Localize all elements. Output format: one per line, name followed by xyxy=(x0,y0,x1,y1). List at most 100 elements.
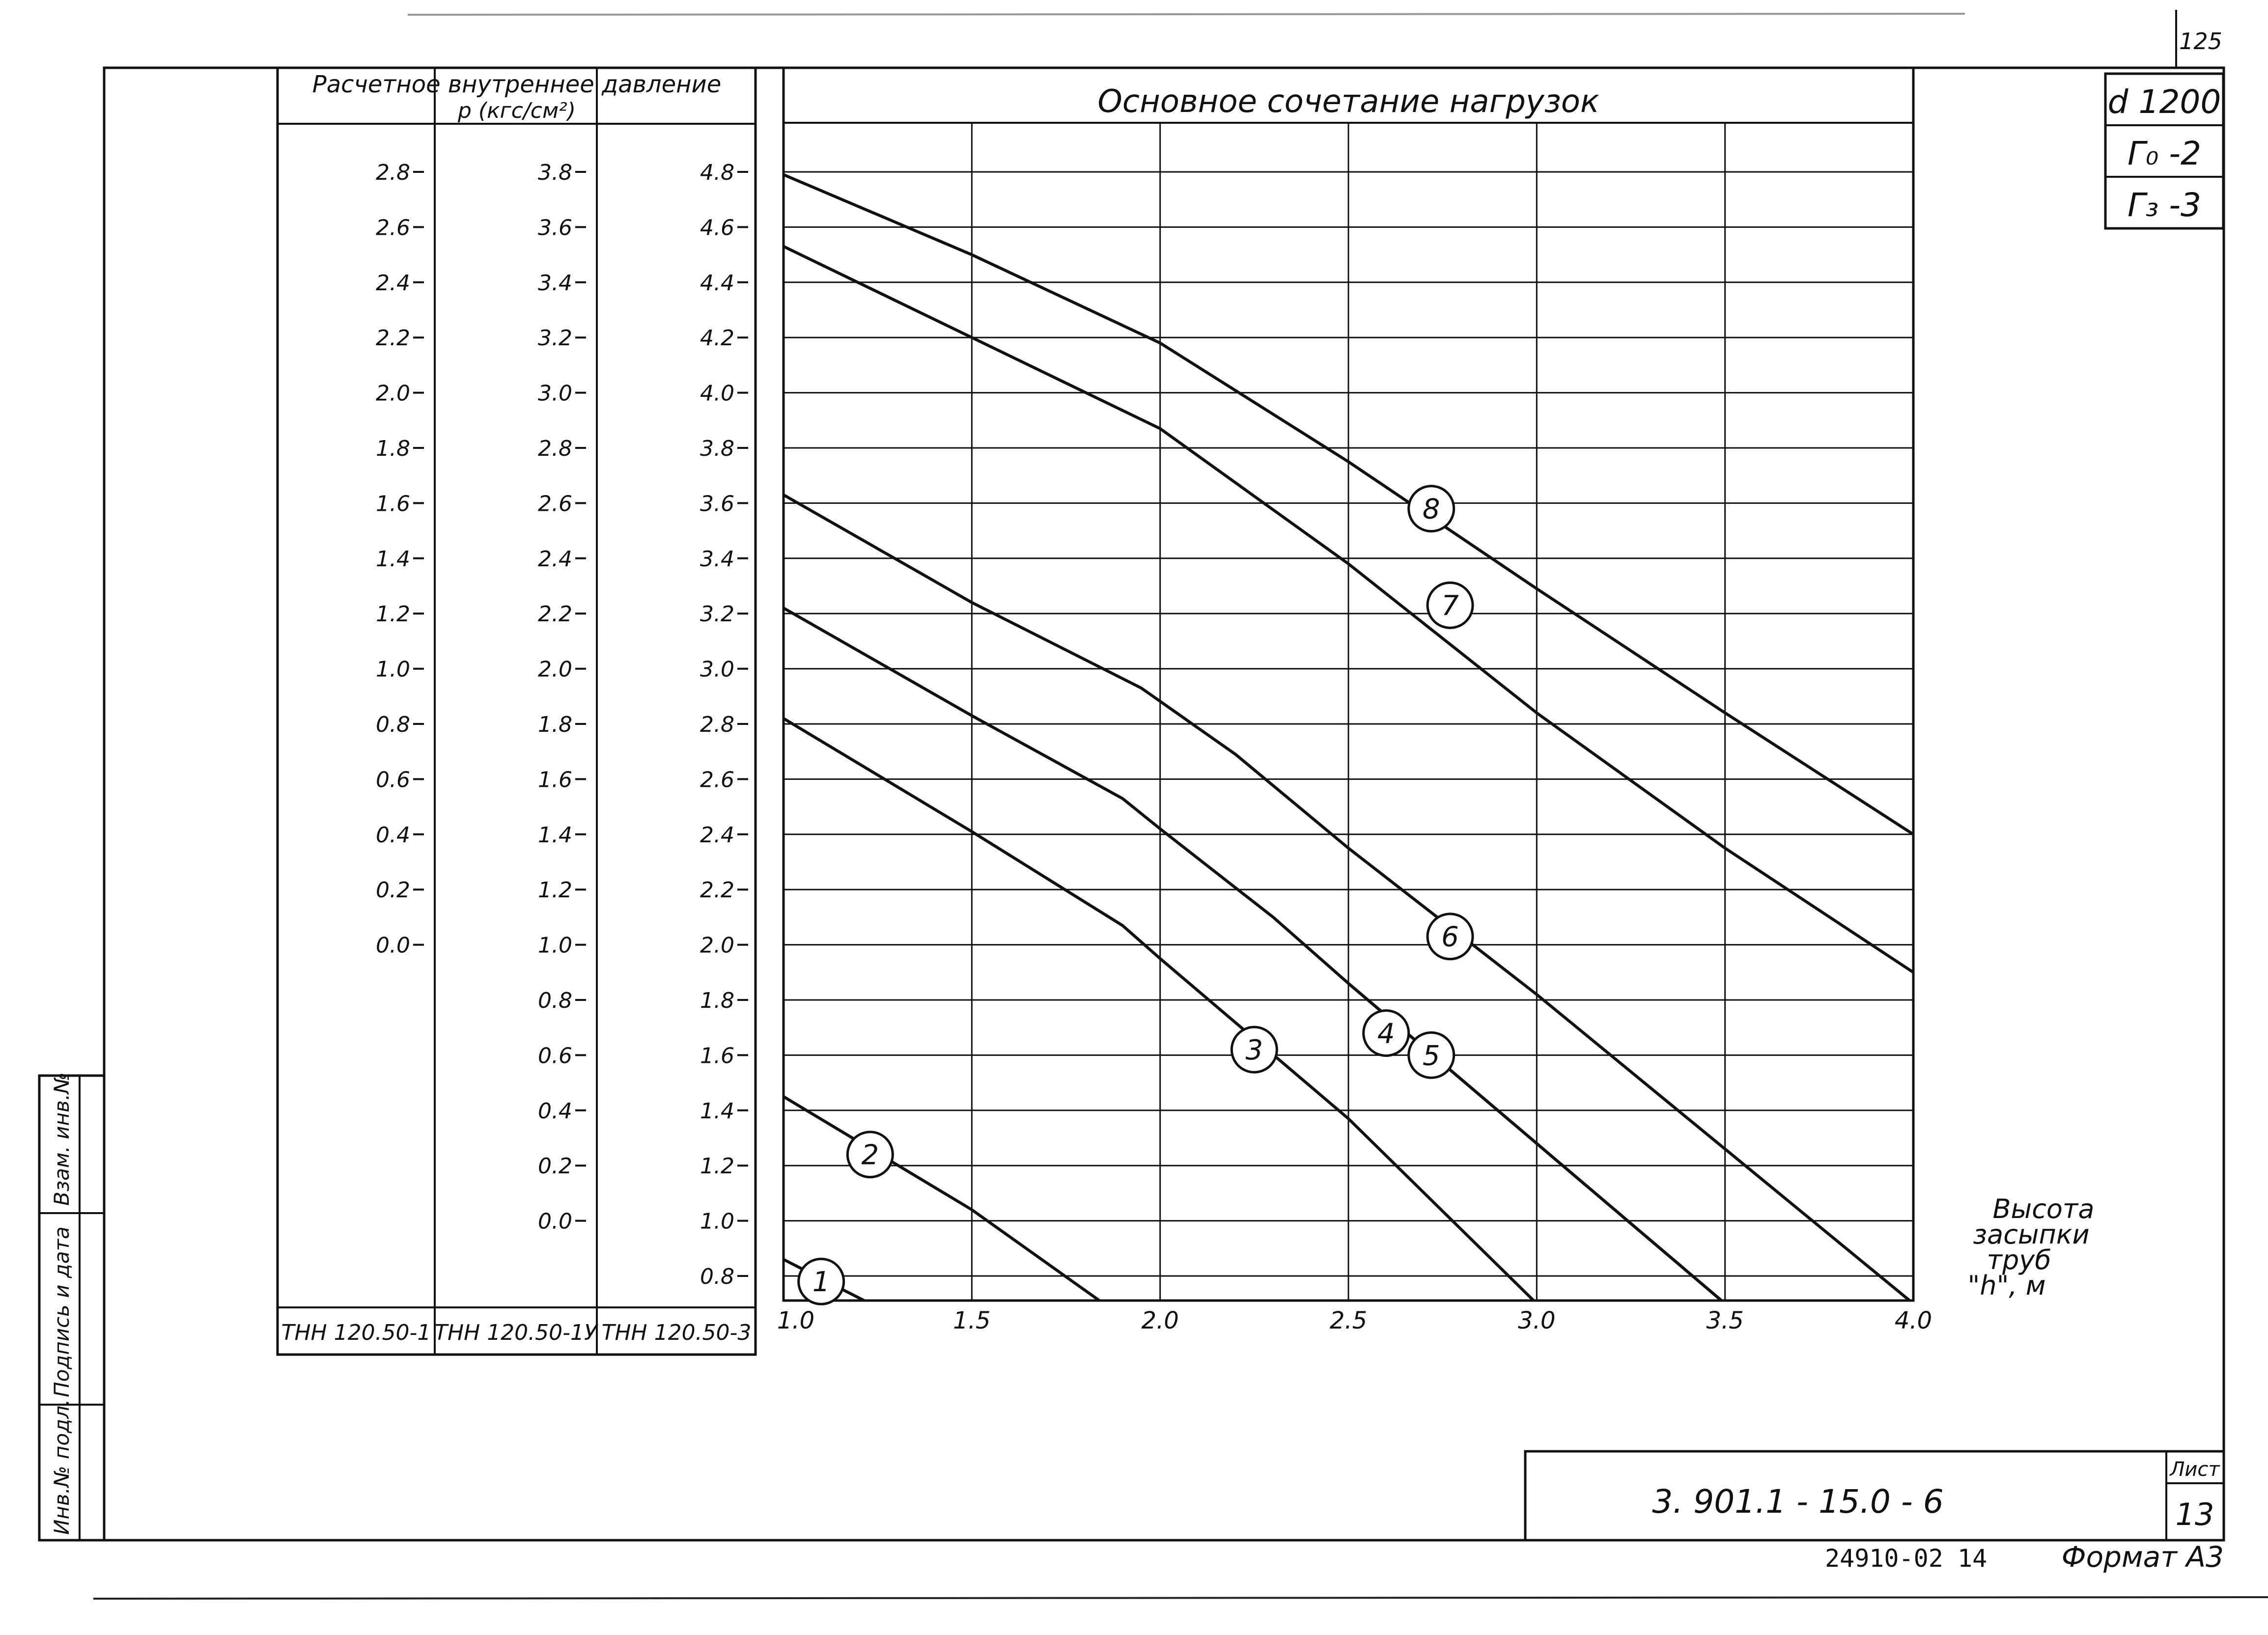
pressure-tick-label: 0.2 xyxy=(538,1154,572,1179)
pressure-tick-label: 2.0 xyxy=(538,657,572,682)
stamp-g0: Г₀ -2 xyxy=(2128,135,2201,172)
pressure-tick-label: 2.6 xyxy=(376,215,410,240)
pressure-tick-group: 2.8 2.6 2.4 2.2 2.0 1.8 1.6 1.4 1.2 1.0 0.8 0.6 0.4 0… xyxy=(376,160,748,1289)
pressure-tick-label: 4.4 xyxy=(700,271,734,296)
curve-6 xyxy=(784,493,1912,1301)
stamp-g3: Г₃ -3 xyxy=(2128,186,2201,224)
inventory-suffix: 14 xyxy=(1958,1544,1987,1573)
page-number-box xyxy=(2175,10,2223,69)
pressure-tick-label: 1.0 xyxy=(376,657,410,682)
pressure-tick-label: 2.0 xyxy=(700,933,734,958)
pressure-tick-label: 2.8 xyxy=(700,712,734,737)
pressure-tick-label: 3.4 xyxy=(538,271,572,296)
scan-edge-bottom xyxy=(93,1596,2268,1600)
curve-label-3: 3 xyxy=(1246,1034,1263,1066)
pressure-tick-label: 3.4 xyxy=(700,547,734,572)
pressure-tick-label: 2.8 xyxy=(538,436,572,461)
pressure-tick-label: 2.4 xyxy=(700,823,734,848)
pressure-tick-label: 1.0 xyxy=(538,933,572,958)
pressure-tick-label: 2.0 xyxy=(376,381,410,406)
pressure-tick-label: 2.6 xyxy=(538,491,572,516)
curve-label-6: 6 xyxy=(1441,921,1459,953)
pressure-tick-label: 1.8 xyxy=(538,712,572,737)
x-tick-label: 1.0 xyxy=(777,1307,814,1334)
pressure-tick-label: 2.6 xyxy=(700,767,734,792)
curve-8 xyxy=(784,173,1913,836)
x-tick-label: 2.0 xyxy=(1141,1307,1178,1334)
curve-marker-6 xyxy=(1426,913,1474,961)
pressure-tick-label: 1.2 xyxy=(376,602,410,627)
curve-label-2: 2 xyxy=(862,1139,879,1171)
pressure-tick-label: 1.6 xyxy=(376,491,410,516)
curve-marker-8 xyxy=(1407,485,1456,533)
page-number: 125 xyxy=(2179,28,2222,55)
curve-label-1: 1 xyxy=(812,1266,830,1298)
pressure-tick-label: 1.4 xyxy=(700,1099,734,1124)
pressure-tick-label: 4.6 xyxy=(700,215,734,240)
pressure-tick-label: 2.4 xyxy=(538,547,572,572)
pressure-tick-label: 0.8 xyxy=(700,1264,734,1289)
curve-marker-7 xyxy=(1426,581,1474,629)
pressure-tick-label: 1.6 xyxy=(538,767,572,792)
pressure-tick-label: 1.4 xyxy=(376,547,410,572)
sheet-label: Лист xyxy=(2169,1458,2220,1481)
chart-title: Основное сочетание нагрузок xyxy=(1097,83,1599,120)
side-sign: Подпись и дата xyxy=(50,1226,74,1397)
pressure-tick-label: 0.8 xyxy=(538,988,572,1013)
curve-label-5: 5 xyxy=(1423,1040,1440,1072)
designation: 3. 901.1 - 15.0 - 6 xyxy=(1652,1483,1943,1521)
curve-marker-1 xyxy=(797,1257,845,1305)
pressure-tick-label: 0.0 xyxy=(376,933,410,958)
side-vzam: Взам. инв.№ xyxy=(50,1072,74,1206)
pressure-tick-label: 2.8 xyxy=(376,160,410,185)
pressure-tick-label: 4.0 xyxy=(700,381,734,406)
pressure-tick-label: 2.4 xyxy=(376,271,410,296)
curve-3 xyxy=(784,717,1536,1301)
curve-marker-4 xyxy=(1362,1009,1410,1057)
pressure-table xyxy=(276,66,757,1356)
format-label: Формат А3 xyxy=(2062,1540,2224,1574)
pressure-tick-label: 3.0 xyxy=(538,381,572,406)
curve-7 xyxy=(784,245,1913,974)
pressure-tick-label: 3.8 xyxy=(700,436,734,461)
curve-label-4: 4 xyxy=(1377,1018,1395,1050)
x-tick-label: 1.5 xyxy=(953,1307,990,1334)
chart-grid xyxy=(784,123,1913,1301)
pressure-tick-label: 1.4 xyxy=(538,823,572,848)
x-tick-label: 2.5 xyxy=(1330,1307,1367,1334)
curve-5 xyxy=(1347,982,1724,1301)
pressure-tick-label: 2.2 xyxy=(538,602,572,627)
pressure-tick-label: 1.2 xyxy=(700,1154,734,1179)
x-tick-label: 4.0 xyxy=(1895,1307,1932,1334)
pressure-tick-label: 3.8 xyxy=(538,160,572,185)
pressure-tick-label: 1.6 xyxy=(700,1043,734,1068)
pressure-tick-label: 0.4 xyxy=(538,1099,572,1124)
pressure-tick-label: 3.2 xyxy=(538,326,572,351)
pressure-tick-label: 0.2 xyxy=(376,878,410,903)
pressure-tick-label: 0.6 xyxy=(376,767,410,792)
pressure-tick-label: 4.2 xyxy=(700,326,734,351)
side-strip xyxy=(38,1074,106,1542)
stamp-box xyxy=(2104,72,2225,230)
pressure-col-name-3: ТНН 120.50-3 xyxy=(602,1320,752,1345)
x-tick-label: 3.0 xyxy=(1518,1307,1555,1334)
pressure-tick-label: 2.2 xyxy=(376,326,410,351)
pressure-tick-label: 0.4 xyxy=(376,823,410,848)
curve-marker-2 xyxy=(846,1131,894,1179)
pressure-tick-label: 3.6 xyxy=(538,215,572,240)
pressure-tick-label: 3.6 xyxy=(700,491,734,516)
pressure-tick-label: 2.2 xyxy=(700,878,734,903)
x-tick-label: 3.5 xyxy=(1706,1307,1743,1334)
pressure-title-1: Расчетное внутреннее давление xyxy=(312,71,721,98)
side-inv: Инв.№ подл. xyxy=(50,1399,74,1535)
curve-label-8: 8 xyxy=(1423,494,1440,526)
chart-curve-labels: 1 2 3 45 6 7 8 xyxy=(797,485,1474,1305)
inventory-number: 24910-02 xyxy=(1825,1544,1943,1573)
x-axis-label: Высота засыпки труб "h", м xyxy=(1968,1193,2095,1301)
curve-4 xyxy=(784,607,1724,1301)
pressure-tick-label: 0.0 xyxy=(538,1209,572,1234)
pressure-tick-label: 0.6 xyxy=(538,1043,572,1068)
curve-label-7: 7 xyxy=(1441,590,1459,622)
